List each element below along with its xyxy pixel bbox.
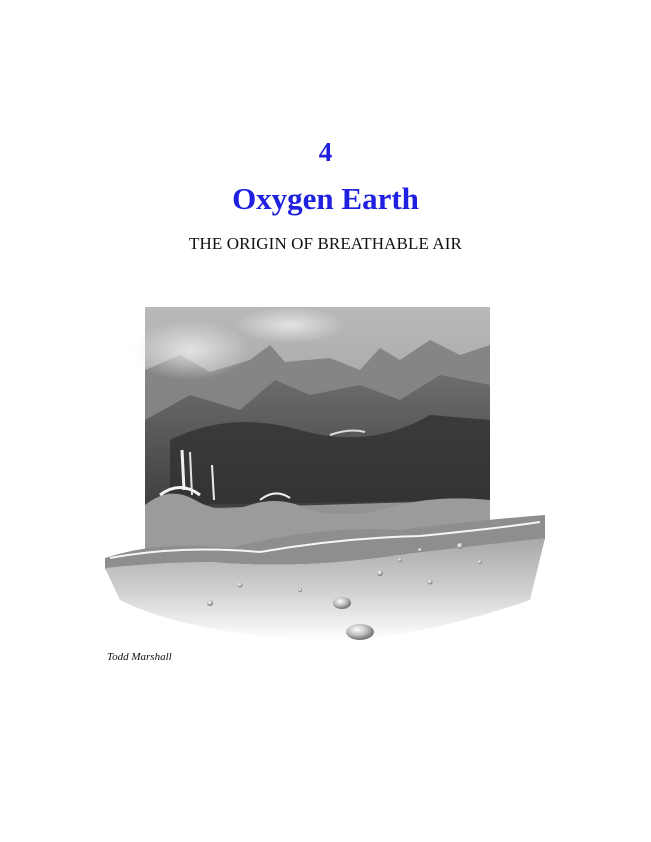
volcanic-shore-illustration [100, 300, 550, 645]
chapter-subtitle: THE ORIGIN OF BREATHABLE AIR [189, 234, 462, 253]
chapter-title: Oxygen Earth [232, 181, 419, 216]
chapter-number: 4 [318, 137, 333, 167]
illustration-credit: Todd Marshall [107, 651, 172, 663]
